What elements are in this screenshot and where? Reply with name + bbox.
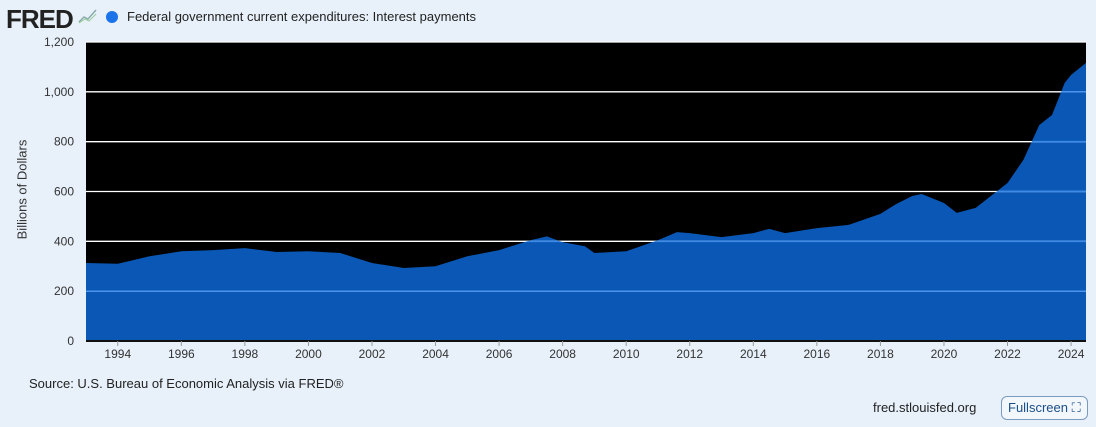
x-tick-label: 2010 bbox=[613, 347, 640, 361]
y-tick-label: 1,000 bbox=[44, 85, 74, 99]
series-area bbox=[86, 62, 1086, 342]
x-tick-label: 2024 bbox=[1058, 347, 1085, 361]
x-tick-label: 2014 bbox=[740, 347, 767, 361]
fred-logo: FRED bbox=[6, 4, 74, 34]
x-tick-label: 2008 bbox=[549, 347, 576, 361]
x-tick-label: 2004 bbox=[422, 347, 449, 361]
chart-line-icon bbox=[78, 9, 97, 24]
x-tick-label: 1998 bbox=[232, 347, 259, 361]
y-tick-label: 1,200 bbox=[44, 35, 74, 49]
series-dot-icon bbox=[106, 10, 118, 23]
x-tick-label: 2012 bbox=[676, 347, 703, 361]
x-tick-label: 2002 bbox=[359, 347, 386, 361]
site-link[interactable]: fred.stlouisfed.org bbox=[873, 400, 977, 415]
x-tick-label: 1994 bbox=[104, 347, 131, 361]
x-tick-label: 2018 bbox=[867, 347, 894, 361]
y-axis-label: Billions of Dollars bbox=[14, 139, 30, 240]
source-text: Source: U.S. Bureau of Economic Analysis… bbox=[29, 376, 344, 391]
fullscreen-label: Fullscreen bbox=[1008, 400, 1068, 415]
y-tick-label: 600 bbox=[54, 185, 74, 199]
x-tick-label: 2006 bbox=[486, 347, 513, 361]
x-tick-label: 2022 bbox=[994, 347, 1021, 361]
fullscreen-icon: ⛶ bbox=[1071, 400, 1081, 415]
chart: 0 200 400 600 800 1,000 1,200 1994 1996 1998 2000 2… bbox=[44, 35, 1086, 361]
x-tick-label: 2020 bbox=[931, 347, 958, 361]
legend-label: Federal government current expenditures:… bbox=[127, 9, 477, 24]
y-tick-label: 0 bbox=[67, 334, 74, 348]
y-tick-label: 800 bbox=[54, 135, 74, 149]
y-tick-label: 200 bbox=[54, 284, 74, 298]
fullscreen-button[interactable]: Fullscreen ⛶ bbox=[1001, 396, 1088, 420]
x-tick-label: 2016 bbox=[804, 347, 831, 361]
y-tick-label: 400 bbox=[54, 234, 74, 248]
x-tick-label: 2000 bbox=[295, 347, 322, 361]
x-tick-label: 1996 bbox=[168, 347, 195, 361]
chart-legend: Federal government current expenditures:… bbox=[106, 9, 476, 24]
